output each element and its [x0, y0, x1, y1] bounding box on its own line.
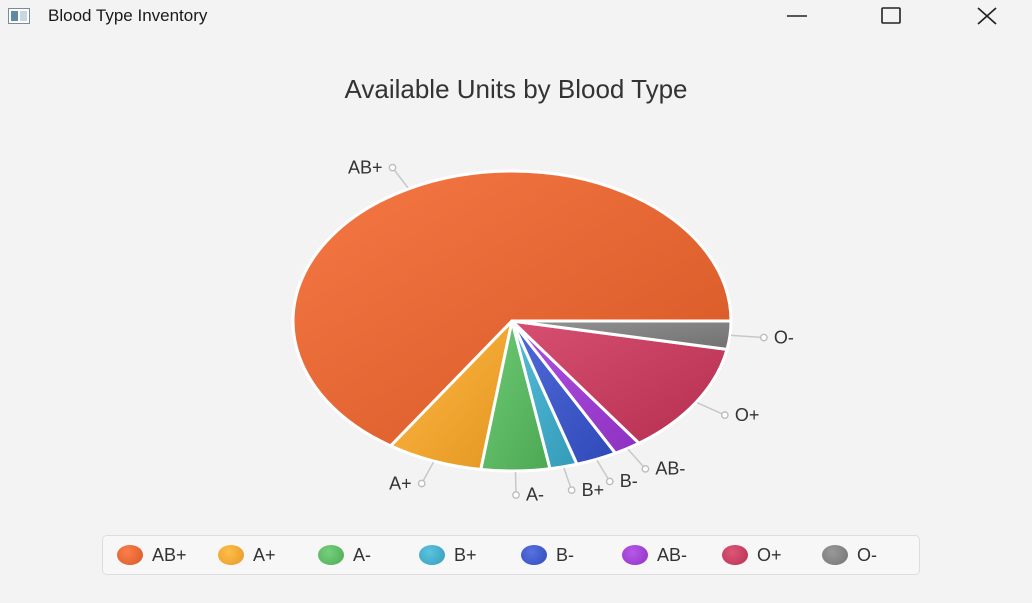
maximize-button[interactable] — [868, 0, 914, 32]
legend-label-O+: O+ — [757, 544, 782, 565]
close-icon — [977, 7, 997, 25]
minimize-icon — [787, 15, 807, 17]
slice-label-AB+: AB+ — [348, 157, 383, 177]
pie-slice-AB+ — [291, 169, 733, 448]
slice-label-O+: O+ — [735, 405, 760, 425]
callout-dot-O+ — [720, 411, 729, 419]
callout-line-A+ — [421, 461, 435, 484]
callout-dot-B- — [605, 477, 614, 486]
callout-line-AB- — [627, 448, 646, 470]
legend-item-O+: O+ — [722, 542, 782, 568]
callout-line-O- — [730, 334, 764, 339]
legend-label-A+: A+ — [253, 544, 276, 565]
legend-swatch-A- — [318, 545, 344, 565]
pie-slice-O- — [510, 319, 733, 351]
callout-dot-AB- — [641, 464, 650, 473]
legend-label-AB-: AB- — [657, 544, 688, 565]
slice-label-A-: A- — [526, 485, 544, 505]
legend-swatch-AB- — [622, 545, 648, 565]
slice-label-A+: A+ — [389, 473, 412, 493]
window-app-icon — [8, 8, 30, 24]
legend-item-B-: B- — [521, 542, 574, 568]
callout-dot-B+ — [567, 486, 576, 494]
legend-item-AB-: AB- — [622, 542, 687, 568]
callout-line-O+ — [696, 401, 726, 416]
callout-line-AB+ — [391, 167, 409, 189]
slice-label-AB-: AB- — [655, 459, 685, 479]
legend-item-A+: A+ — [218, 542, 276, 568]
legend-item-A-: A- — [318, 542, 371, 568]
slice-label-B-: B- — [620, 471, 638, 491]
window-title: Blood Type Inventory — [48, 6, 208, 25]
legend-label-AB+: AB+ — [152, 544, 187, 565]
slice-label-O-: O- — [774, 327, 794, 347]
legend-label-B+: B+ — [454, 544, 477, 565]
callout-line-B+ — [563, 467, 573, 491]
legend-swatch-AB+ — [117, 545, 143, 565]
legend-swatch-B- — [521, 545, 547, 565]
legend-label-B-: B- — [556, 544, 574, 565]
chart-title: Available Units by Blood Type — [344, 74, 688, 104]
legend-swatch-A+ — [218, 545, 244, 565]
legend-swatch-B+ — [419, 545, 445, 565]
close-button[interactable] — [964, 0, 1010, 32]
callout-dot-A+ — [417, 479, 426, 488]
slice-label-B+: B+ — [582, 480, 605, 500]
legend-label-O-: O- — [857, 544, 877, 565]
pie-slice-O+ — [510, 319, 729, 445]
legend-swatch-O+ — [722, 545, 748, 565]
legend-item-O-: O- — [822, 542, 877, 568]
legend-item-AB+: AB+ — [117, 542, 187, 568]
callout-dot-A- — [512, 491, 520, 499]
callout-dot-O- — [759, 333, 768, 342]
minimize-button[interactable] — [774, 0, 820, 32]
maximize-icon — [881, 7, 901, 24]
title-bar: Blood Type Inventory — [0, 0, 1032, 34]
chart-legend: AB+ A+ A- B+ B- AB- O+ O- — [102, 535, 920, 575]
callout-line-B- — [596, 459, 611, 482]
legend-swatch-O- — [822, 545, 848, 565]
callout-dot-AB+ — [388, 163, 397, 172]
legend-item-B+: B+ — [419, 542, 477, 568]
legend-label-A-: A- — [353, 544, 371, 565]
